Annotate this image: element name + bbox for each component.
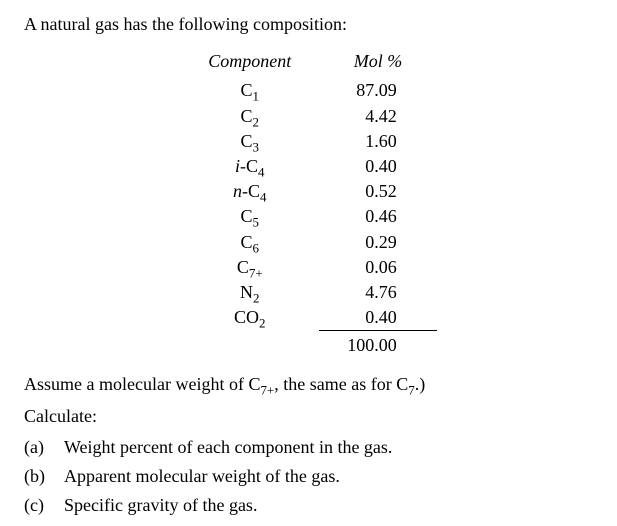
table-row: C187.09 bbox=[180, 78, 437, 103]
header-mol: Mol % bbox=[319, 49, 437, 78]
question-item: (b)Apparent molecular weight of the gas. bbox=[24, 464, 593, 489]
component-cell: C1 bbox=[180, 78, 319, 103]
question-text: Weight percent of each component in the … bbox=[64, 435, 392, 460]
question-mark: (a) bbox=[24, 435, 64, 460]
mol-cell: 0.29 bbox=[319, 230, 437, 255]
mol-cell: 0.40 bbox=[319, 305, 437, 331]
question-list: (a)Weight percent of each component in t… bbox=[24, 435, 593, 519]
question-item: (c)Specific gravity of the gas. bbox=[24, 493, 593, 518]
component-cell: C7+ bbox=[180, 255, 319, 280]
composition-table-region: Component Mol % C187.09C24.42C31.60i-C40… bbox=[24, 49, 593, 358]
mol-cell: 0.52 bbox=[319, 179, 437, 204]
component-cell: C3 bbox=[180, 129, 319, 154]
mol-cell: 1.60 bbox=[319, 129, 437, 154]
composition-table: Component Mol % C187.09C24.42C31.60i-C40… bbox=[180, 49, 437, 358]
component-cell: i-C4 bbox=[180, 154, 319, 179]
table-header-row: Component Mol % bbox=[180, 49, 437, 78]
question-text: Apparent molecular weight of the gas. bbox=[64, 464, 340, 489]
mol-cell: 0.40 bbox=[319, 154, 437, 179]
assumption-text: Assume a molecular weight of C7+, the sa… bbox=[24, 372, 593, 397]
table-row: C60.29 bbox=[180, 230, 437, 255]
mol-cell: 87.09 bbox=[319, 78, 437, 103]
question-mark: (c) bbox=[24, 493, 64, 518]
question-mark: (b) bbox=[24, 464, 64, 489]
mol-cell: 0.06 bbox=[319, 255, 437, 280]
component-cell: N2 bbox=[180, 280, 319, 305]
table-total-row: 100.00 bbox=[180, 331, 437, 359]
component-cell: CO2 bbox=[180, 305, 319, 331]
question-text: Specific gravity of the gas. bbox=[64, 493, 257, 518]
intro-text: A natural gas has the following composit… bbox=[24, 12, 593, 37]
mol-cell: 4.76 bbox=[319, 280, 437, 305]
header-component: Component bbox=[180, 49, 319, 78]
question-item: (a)Weight percent of each component in t… bbox=[24, 435, 593, 460]
table-row: C24.42 bbox=[180, 104, 437, 129]
calculate-label: Calculate: bbox=[24, 404, 593, 429]
mol-cell: 4.42 bbox=[319, 104, 437, 129]
table-row: C50.46 bbox=[180, 204, 437, 229]
component-cell: n-C4 bbox=[180, 179, 319, 204]
table-row: C31.60 bbox=[180, 129, 437, 154]
mol-cell: 0.46 bbox=[319, 204, 437, 229]
empty-cell bbox=[180, 331, 319, 359]
table-row: N24.76 bbox=[180, 280, 437, 305]
table-row: C7+0.06 bbox=[180, 255, 437, 280]
component-cell: C2 bbox=[180, 104, 319, 129]
table-row: n-C40.52 bbox=[180, 179, 437, 204]
component-cell: C5 bbox=[180, 204, 319, 229]
table-row: i-C40.40 bbox=[180, 154, 437, 179]
total-cell: 100.00 bbox=[319, 331, 437, 359]
component-cell: C6 bbox=[180, 230, 319, 255]
table-row: CO20.40 bbox=[180, 305, 437, 331]
